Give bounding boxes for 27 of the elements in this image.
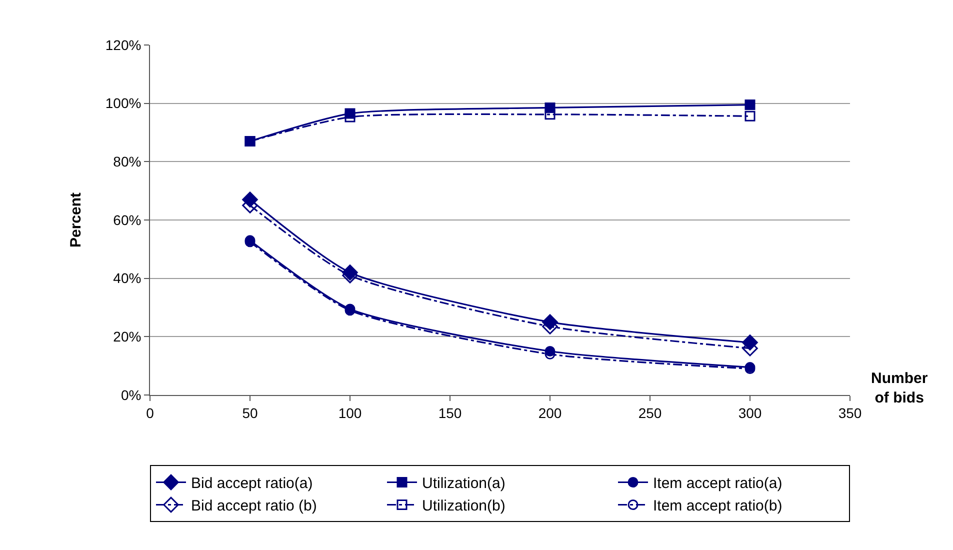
point (544, 109, 556, 120)
x-tick-label: 50 (242, 404, 258, 421)
legend-label: Utilization(a) (422, 475, 506, 492)
x-tick-label: 200 (538, 404, 562, 421)
legend-label: Bid accept ratio(a) (191, 475, 313, 492)
point (344, 112, 356, 122)
x-tick-label: 0 (146, 404, 154, 421)
point (744, 110, 756, 122)
y-tick-label: 0% (120, 386, 142, 403)
x-tick-label: 350 (838, 404, 862, 421)
x-tick-label: 250 (638, 404, 662, 421)
legend-label: Item accept ratio(a) (653, 475, 782, 492)
x-tick-label: 150 (438, 404, 462, 421)
x-axis-title: Number of bids (871, 370, 928, 406)
legend-label: Utilization(b) (422, 498, 506, 515)
y-tick-label: 80% (113, 154, 142, 170)
legend-label: Bid accept ratio (b) (191, 498, 317, 515)
y-tick-label: 120% (105, 36, 142, 53)
legend-label: Item accept ratio(b) (653, 498, 782, 515)
point (744, 100, 756, 110)
x-tick-label: 100 (338, 404, 362, 421)
x-tick-label: 300 (738, 404, 762, 421)
y-tick-label: 20% (113, 328, 142, 345)
y-tick-label: 60% (113, 212, 142, 228)
y-axis-title: Percent (68, 192, 85, 248)
y-tick-label: 100% (105, 95, 142, 112)
y-tick-label: 40% (113, 270, 142, 286)
